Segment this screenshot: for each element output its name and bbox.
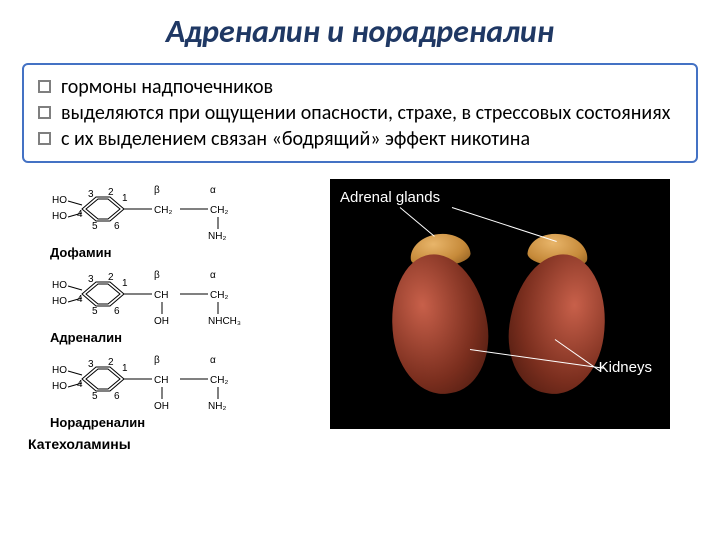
dopamine-structure-icon: 123 456 HO HO CH₂ β CH₂ α NH₂: [22, 179, 282, 241]
svg-text:5: 5: [92, 391, 98, 402]
kidney-right-icon: [501, 248, 615, 400]
svg-text:5: 5: [92, 221, 98, 232]
svg-text:HO: HO: [52, 280, 67, 291]
svg-text:CH: CH: [154, 375, 168, 386]
svg-text:2: 2: [108, 357, 114, 368]
molecule-label: Адреналин: [50, 330, 312, 345]
svg-text:NH₂: NH₂: [208, 401, 226, 411]
svg-text:6: 6: [114, 221, 120, 232]
svg-text:NH₂: NH₂: [208, 231, 226, 241]
svg-text:CH₂: CH₂: [210, 375, 228, 386]
svg-text:CH₂: CH₂: [154, 205, 172, 216]
content-row: 123 456 HO HO CH₂ β CH₂ α NH₂ Дофа: [0, 173, 720, 452]
adrenal-glands-label: Adrenal glands: [340, 189, 440, 206]
svg-text:NHCH₃: NHCH₃: [208, 316, 241, 326]
svg-text:6: 6: [114, 391, 120, 402]
svg-text:1: 1: [122, 193, 128, 204]
catecholamines-title: Катехоламины: [28, 436, 312, 452]
svg-text:CH: CH: [154, 290, 168, 301]
adrenaline-structure-icon: 123 456 HO HO CH β CH₂ α OH NHCH₃: [22, 264, 292, 326]
pointer-line-icon: [452, 207, 557, 242]
kidney-left-icon: [383, 248, 497, 400]
svg-text:α: α: [210, 270, 216, 281]
svg-text:β: β: [154, 185, 160, 196]
svg-text:β: β: [154, 355, 160, 366]
bullet-text: выделяются при ощущении опасности, страх…: [61, 101, 682, 125]
svg-text:OH: OH: [154, 401, 169, 411]
bullet-marker-icon: [38, 80, 51, 93]
svg-text:2: 2: [108, 272, 114, 283]
anatomy-column: Adrenal glands Kidneys: [330, 179, 698, 452]
bullet-marker-icon: [38, 132, 51, 145]
svg-text:CH₂: CH₂: [210, 205, 228, 216]
svg-text:3: 3: [88, 274, 94, 285]
bullet-item: гормоны надпочечников: [38, 75, 682, 99]
svg-text:2: 2: [108, 187, 114, 198]
molecule-dopamine: 123 456 HO HO CH₂ β CH₂ α NH₂: [22, 179, 312, 241]
svg-text:5: 5: [92, 306, 98, 317]
svg-text:6: 6: [114, 306, 120, 317]
molecule-label: Дофамин: [50, 245, 312, 260]
svg-text:α: α: [210, 185, 216, 196]
molecule-label: Норадреналин: [50, 415, 312, 430]
anatomy-diagram: Adrenal glands Kidneys: [330, 179, 670, 429]
svg-text:HO: HO: [52, 381, 67, 392]
molecule-noradrenaline: 123 456 HO HO CH β CH₂ α OH NH₂: [22, 349, 312, 411]
svg-text:1: 1: [122, 363, 128, 374]
bullet-marker-icon: [38, 106, 51, 119]
bullet-text: с их выделением связан «бодрящий» эффект…: [61, 127, 682, 151]
svg-text:3: 3: [88, 359, 94, 370]
svg-text:3: 3: [88, 189, 94, 200]
bullet-item: выделяются при ощущении опасности, страх…: [38, 101, 682, 125]
molecule-adrenaline: 123 456 HO HO CH β CH₂ α OH NHCH₃: [22, 264, 312, 326]
bullet-item: с их выделением связан «бодрящий» эффект…: [38, 127, 682, 151]
info-box: гормоны надпочечников выделяются при ощу…: [22, 63, 698, 163]
svg-text:HO: HO: [52, 211, 67, 222]
svg-text:HO: HO: [52, 365, 67, 376]
svg-text:α: α: [210, 355, 216, 366]
svg-text:CH₂: CH₂: [210, 290, 228, 301]
svg-text:1: 1: [122, 278, 128, 289]
svg-text:HO: HO: [52, 296, 67, 307]
noradrenaline-structure-icon: 123 456 HO HO CH β CH₂ α OH NH₂: [22, 349, 282, 411]
svg-text:HO: HO: [52, 195, 67, 206]
kidneys-label: Kidneys: [599, 359, 652, 376]
svg-text:β: β: [154, 270, 160, 281]
pointer-line-icon: [400, 207, 435, 237]
bullet-text: гормоны надпочечников: [61, 75, 682, 99]
chemistry-column: 123 456 HO HO CH₂ β CH₂ α NH₂ Дофа: [22, 179, 312, 452]
slide-title: Адреналин и норадреналин: [0, 0, 720, 59]
svg-text:OH: OH: [154, 316, 169, 326]
